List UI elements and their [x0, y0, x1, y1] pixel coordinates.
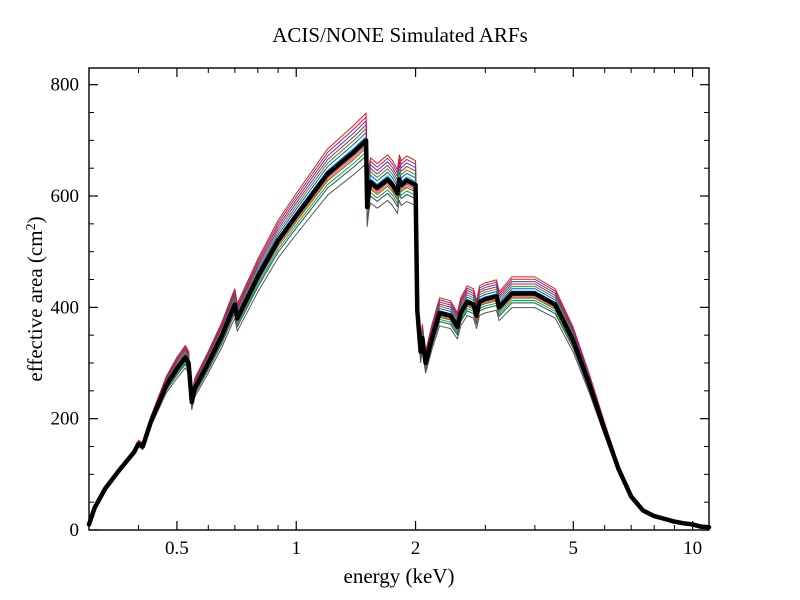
y-axis-title-main: effective area (cm — [23, 230, 47, 381]
y-axis-title: effective area (cm2) — [23, 216, 47, 381]
y-tick-label: 200 — [51, 409, 80, 430]
y-axis-title-close: ) — [23, 216, 47, 223]
chart-title: ACIS/NONE Simulated ARFs — [272, 23, 528, 47]
x-axis-title: energy (keV) — [344, 564, 455, 588]
x-tick-label: 1 — [291, 538, 301, 559]
series-line-0 — [86, 138, 712, 530]
y-tick-label: 600 — [51, 186, 80, 207]
y-tick-label: 400 — [51, 297, 80, 318]
series-line-8 — [88, 155, 710, 528]
y-tick-label: 800 — [51, 75, 80, 96]
x-tick-label: 10 — [683, 538, 702, 559]
x-tick-label: 2 — [411, 538, 421, 559]
x-tick-label: 5 — [569, 538, 579, 559]
plot-frame — [88, 67, 710, 531]
series-line-12 — [88, 163, 710, 528]
series-line-6 — [88, 151, 710, 528]
series-line-13 — [88, 155, 710, 528]
y-axis-title-sup: 2 — [24, 223, 39, 230]
x-tick-label: 0.5 — [165, 538, 189, 559]
series-group — [86, 112, 712, 530]
ticks-group: 0.5 1 2 5 10 0 200 400 600 800 — [51, 68, 709, 559]
y-tick-label: 0 — [70, 520, 80, 541]
